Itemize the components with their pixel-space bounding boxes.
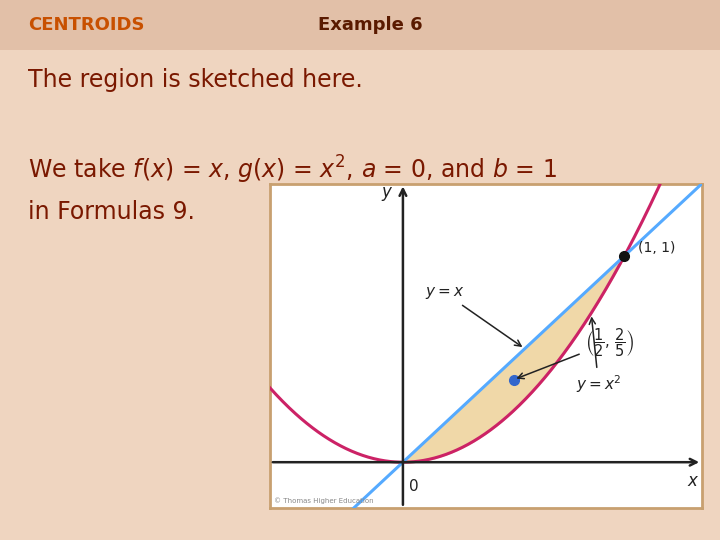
Text: 0: 0 bbox=[409, 480, 419, 495]
Text: The region is sketched here.: The region is sketched here. bbox=[28, 68, 363, 92]
Text: $\left(\dfrac{1}{2},\, \dfrac{2}{5}\right)$: $\left(\dfrac{1}{2},\, \dfrac{2}{5}\righ… bbox=[518, 326, 634, 379]
Text: $y = x^2$: $y = x^2$ bbox=[576, 318, 621, 395]
Text: $y = x$: $y = x$ bbox=[425, 285, 521, 346]
Text: in Formulas 9.: in Formulas 9. bbox=[28, 200, 195, 224]
Text: $x$: $x$ bbox=[687, 472, 699, 490]
Text: $y$: $y$ bbox=[381, 185, 394, 203]
Text: © Thomas Higher Education: © Thomas Higher Education bbox=[274, 498, 374, 504]
Text: (1, 1): (1, 1) bbox=[638, 241, 675, 254]
Text: We take $f$($x$) = $x$, $g$($x$) = $x^2$, $a$ = 0, and $b$ = 1: We take $f$($x$) = $x$, $g$($x$) = $x^2$… bbox=[28, 154, 557, 186]
Bar bbox=[0, 0, 720, 50]
Text: CENTROIDS: CENTROIDS bbox=[28, 16, 145, 34]
Text: Example 6: Example 6 bbox=[318, 16, 423, 34]
